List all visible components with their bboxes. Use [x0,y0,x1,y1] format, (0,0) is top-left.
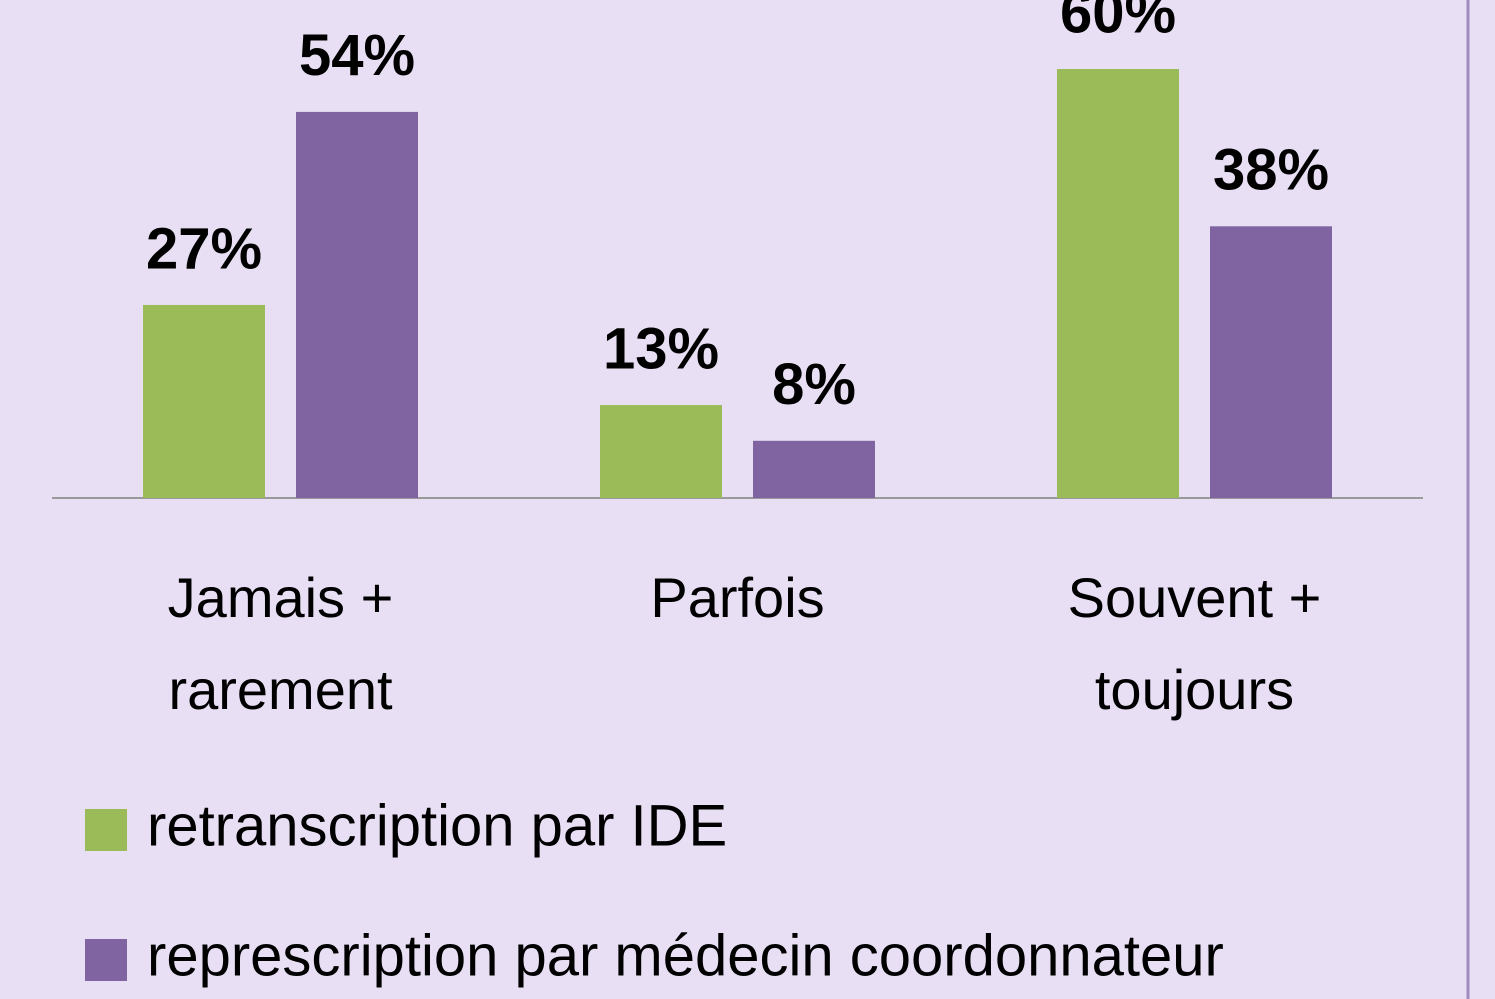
legend-swatch [85,809,127,851]
value-label: 27% [146,216,262,281]
bar [753,440,875,498]
bar [296,111,418,499]
value-label: 13% [603,316,719,381]
bar [600,405,722,498]
legend-swatch [85,939,127,981]
bar [1057,69,1179,498]
bar [143,304,265,498]
legend-label: represcription par médecin coordonnateur [147,923,1224,988]
x-tick-label: Souvent + toujours [1067,566,1322,721]
x-tick-label: Jamais + rarement [167,566,394,721]
value-label: 60% [1060,0,1176,45]
value-label: 38% [1213,138,1329,203]
bar [1210,226,1332,499]
x-tick-label: Parfois [650,566,825,629]
value-label: 54% [299,23,415,88]
legend-label: retranscription par IDE [147,793,727,858]
value-label: 8% [772,352,856,417]
